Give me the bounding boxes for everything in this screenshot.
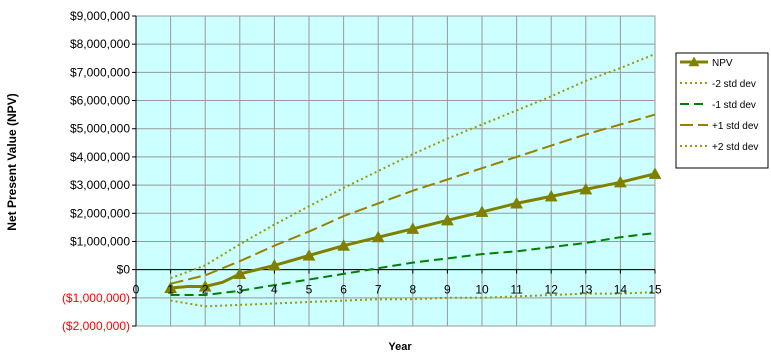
x-tick-label: 4 [271, 283, 278, 297]
y-tick-label: $8,000,000 [70, 37, 130, 51]
y-tick-labels: $9,000,000 $8,000,000 $7,000,000 $6,000,000… [62, 9, 130, 333]
x-tick-label: 5 [306, 283, 313, 297]
series-lines [164, 53, 662, 308]
npv-point-marker [302, 249, 316, 261]
npv-point-marker [371, 230, 385, 243]
legend: NPV -2 std dev -1 std dev +1 std dev +2 std … [675, 52, 769, 169]
x-tick-label: 7 [375, 283, 382, 297]
npv-point-marker [613, 175, 627, 188]
x-tick-labels: 0 1 2 3 4 5 6 7 8 9 10 11 12 13 14 15 [133, 283, 662, 297]
series-line-2-std-dev [170, 53, 656, 280]
series-line-2-std-dev [170, 291, 656, 308]
legend-label: +1 std dev [712, 121, 758, 132]
npv-point-marker [648, 167, 662, 179]
series-2-std-dev [170, 53, 656, 280]
npv-point-marker [475, 205, 489, 217]
legend-item: -2 std dev [680, 79, 756, 90]
y-tick-label: ($1,000,000) [62, 291, 130, 305]
x-tick-label: 14 [614, 283, 628, 297]
npv-point-marker [406, 222, 420, 234]
series-1-std-dev [170, 232, 656, 296]
legend-label: +2 std dev [712, 142, 758, 153]
legend-item: NPV [680, 56, 733, 69]
x-tick-label: 6 [340, 283, 347, 297]
y-tick-label: $6,000,000 [70, 94, 130, 108]
y-tick-label: ($2,000,000) [62, 319, 130, 333]
npv-point-marker [233, 267, 247, 279]
x-axis-label: Year [388, 341, 412, 353]
series-1-std-dev [170, 113, 656, 285]
npv-point-marker [267, 258, 281, 271]
x-tick-label: 8 [409, 283, 416, 297]
legend-item: -1 std dev [680, 100, 756, 111]
series-line-1-std-dev [170, 113, 656, 285]
x-tick-label: 15 [648, 283, 662, 297]
x-tick-label: 11 [510, 283, 523, 297]
axes [132, 15, 656, 327]
legend-label: NPV [712, 58, 733, 69]
series-npv [164, 167, 662, 294]
legend-label: -1 std dev [712, 100, 756, 111]
y-tick-label: $4,000,000 [70, 150, 130, 164]
legend-marker [688, 56, 700, 67]
npv-point-marker [440, 213, 454, 226]
x-tick-label: 10 [475, 283, 489, 297]
y-tick-label: $3,000,000 [70, 178, 130, 192]
legend-item: +1 std dev [680, 121, 758, 132]
y-tick-label: $0 [117, 263, 131, 277]
legend-box [675, 52, 769, 169]
series-2-std-dev [170, 291, 656, 308]
x-tick-label: 12 [545, 283, 559, 297]
x-tick-label: 9 [444, 283, 451, 297]
x-tick-label: 2 [202, 283, 209, 297]
x-tick-label: 13 [579, 283, 593, 297]
npv-point-marker [337, 239, 351, 251]
y-tick-label: $7,000,000 [70, 65, 130, 79]
x-tick-label: 3 [236, 283, 243, 297]
x-tick-label: 1 [167, 283, 174, 297]
y-axis-label: Net Present Value (NPV) [5, 93, 19, 230]
y-tick-label: $2,000,000 [70, 206, 130, 220]
plot-area [135, 15, 656, 327]
x-tick-label: 0 [133, 283, 140, 297]
npv-point-marker [164, 281, 178, 294]
npv-point-marker [579, 182, 593, 195]
npv-point-marker [544, 189, 558, 202]
series-line-1-std-dev [170, 232, 656, 296]
y-tick-label: $1,000,000 [70, 234, 130, 248]
y-tick-label: $5,000,000 [70, 122, 130, 136]
npv-point-marker [198, 280, 212, 292]
y-tick-label: $9,000,000 [70, 9, 130, 23]
legend-label: -2 std dev [712, 79, 756, 90]
npv-point-marker [510, 196, 524, 209]
legend-item: +2 std dev [680, 142, 758, 153]
